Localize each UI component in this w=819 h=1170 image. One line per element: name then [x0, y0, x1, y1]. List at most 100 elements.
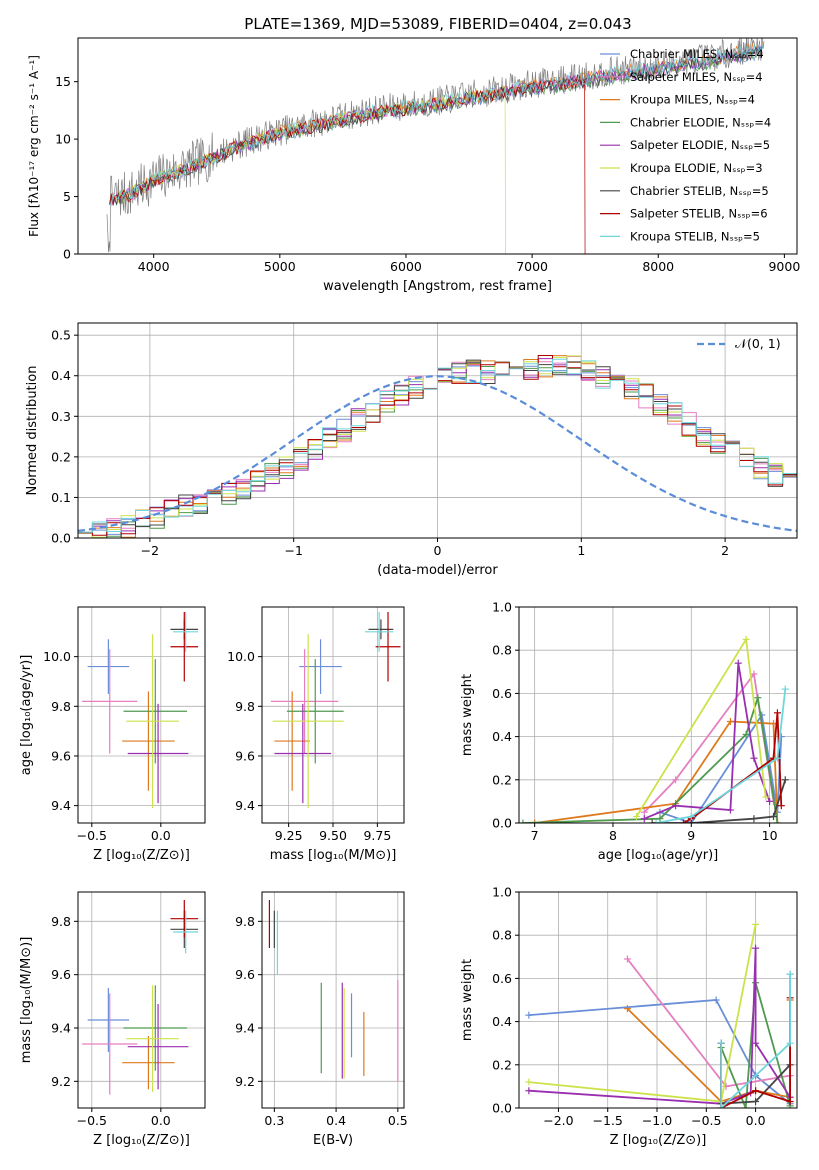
mass_vs_z-ytick-label: 9.8 [51, 914, 71, 929]
errorbar-point [170, 900, 199, 938]
weight_vs_age-ytick-label: 0.2 [492, 772, 512, 787]
spectrum-ytick-label: 15 [55, 74, 71, 89]
errorbar-point [299, 639, 342, 694]
weight-line-salpeter-miles [643, 671, 775, 813]
errorbar-point [170, 611, 199, 682]
errorbar-point [122, 1036, 175, 1090]
residuals-xlabel: (data-model)/error [377, 563, 498, 578]
weight_vs_age-ytick-label: 0.0 [492, 816, 512, 831]
weight-line-kroupa-miles [626, 1000, 791, 1103]
weight-line-chabrier-elodie [522, 697, 779, 823]
age-vs-mass-panel: 9.25 9.50 9.75 9.4 9.6 9.8 10.0 mass [log₁₀(M/M… [227, 606, 405, 863]
weight-marker [786, 970, 794, 978]
errorbar-point [368, 619, 394, 640]
model-spectrum-chabrier-elodie [109, 44, 764, 207]
weight-marker [742, 1104, 750, 1108]
weight-marker [781, 776, 789, 784]
age_vs_z-ylabel: age [log₁₀(age/yr)] [19, 655, 34, 776]
mass-vs-z-plot-area [82, 900, 199, 1095]
histogram-salpeter-elodie [78, 358, 797, 538]
weight-marker [754, 694, 762, 702]
residuals-ytick-label: 0.1 [51, 490, 71, 505]
weight-marker [648, 819, 656, 823]
weight-line-kroupa-stelib [720, 974, 791, 1108]
weight_vs_z-xtick-label: 0.0 [746, 1113, 766, 1128]
weight_vs_age-xtick-label: 9 [687, 828, 695, 843]
weight_vs_age-xlabel: age [log₁₀(age/yr)] [598, 848, 719, 863]
histogram-chabrier-stelib [78, 359, 797, 538]
mass_vs_ebv-ytick-label: 9.4 [235, 1021, 255, 1036]
errorbar-point [364, 611, 394, 652]
residuals-ytick-label: 0.3 [51, 409, 71, 424]
spectrum-ytick-label: 10 [55, 132, 71, 147]
weight-marker [712, 996, 720, 1004]
age_vs_mass-xtick-label: 9.75 [363, 828, 391, 843]
weight-marker [752, 1098, 760, 1106]
weight-marker [632, 813, 640, 821]
weight-marker [773, 819, 781, 823]
age_vs_z-xtick-label: 0.0 [151, 828, 171, 843]
mass_vs_ebv-ytick-label: 9.6 [235, 967, 255, 982]
age_vs_mass-xlabel: mass [log₁₀(M/M⊙)] [270, 848, 397, 863]
weight_vs_z-ytick-label: 0.0 [492, 1101, 512, 1116]
weight-marker [679, 819, 687, 823]
weight_vs_z-xtick-label: −1.5 [593, 1113, 623, 1128]
weight-marker [777, 802, 785, 810]
errorbar-point [126, 634, 179, 809]
age_vs_mass-xtick-label: 9.50 [319, 828, 347, 843]
errorbar-point [122, 691, 175, 791]
weight_vs_z-ylabel: mass weight [460, 959, 475, 1041]
spectrum-xtick-label: 9000 [768, 259, 800, 274]
age_vs_z-ytick-label: 9.8 [51, 699, 71, 714]
errorbar-point [87, 988, 130, 1052]
weight_vs_z-ytick-label: 0.6 [492, 971, 512, 986]
legend-entry: Chabrier STELIB, Nₛₛₚ=5 [630, 184, 769, 198]
weight-marker [726, 717, 734, 725]
spectrum-ylabel: Flux [fλ10⁻¹⁷ erg cm⁻² s⁻¹ A⁻¹] [27, 55, 41, 237]
mass_vs_z-ytick-label: 9.6 [51, 967, 71, 982]
errorbar-point [286, 659, 344, 764]
errorbar-point [173, 611, 199, 652]
model-spectrum-salpeter-stelib [109, 74, 586, 254]
age_vs_z-xtick-label: −0.5 [77, 828, 107, 843]
model-spectrum-kroupa-stelib [109, 43, 764, 207]
weight-marker [623, 1005, 631, 1013]
weight_vs_age-ytick-label: 0.8 [492, 643, 512, 658]
weight-vs-age-plot-area [519, 635, 789, 823]
mass_vs_z-frame [77, 891, 206, 1109]
residuals-ytick-label: 0.4 [51, 368, 71, 383]
errorbar-point [123, 985, 188, 1071]
mass_vs_z-xtick-label: 0.0 [151, 1113, 171, 1128]
weight-marker [781, 685, 789, 693]
spectrum-xtick-label: 5000 [264, 259, 296, 274]
histogram-salpeter-miles [78, 356, 797, 538]
spectrum-xtick-label: 8000 [642, 259, 674, 274]
age_vs_z-frame [77, 606, 206, 824]
spectrum-panel: 4000 5000 6000 7000 8000 9000 0 5 10 15 wavelength… [27, 37, 800, 294]
weight-line-chabrier-elodie [720, 982, 791, 1108]
weight-marker [525, 1087, 533, 1095]
weight_vs_z-ytick-label: 1.0 [492, 885, 512, 900]
weight-marker [652, 819, 660, 823]
mass_vs_ebv-xtick-label: 0.4 [326, 1113, 346, 1128]
legend-entry: Kroupa MILES, Nₛₛₚ=4 [630, 93, 755, 107]
legend-entry: Salpeter STELIB, Nₛₛₚ=6 [630, 207, 768, 221]
weight_vs_age-xtick-label: 8 [609, 828, 617, 843]
weight-marker [750, 815, 758, 823]
weight-marker [752, 1039, 760, 1047]
weight_vs_z-xtick-label: −0.5 [691, 1113, 721, 1128]
residuals-xtick-label: −2 [141, 543, 159, 558]
weight_vs_age-ylabel: mass weight [460, 674, 475, 756]
weight-marker [742, 635, 750, 643]
weight-marker [770, 813, 778, 821]
errorbar-point [274, 703, 332, 804]
spectrum-xtick-label: 7000 [516, 259, 548, 274]
weight-vs-z-plot-area [525, 920, 794, 1108]
errorbar-point [82, 649, 138, 754]
weight_vs_age-xtick-label: 10 [762, 828, 778, 843]
weight-marker [519, 819, 527, 823]
weight_vs_age-xtick-label: 7 [531, 828, 539, 843]
mass_vs_z-ytick-label: 9.2 [51, 1074, 71, 1089]
weight_vs_age-ytick-label: 0.6 [492, 686, 512, 701]
weight-marker [525, 1078, 533, 1086]
